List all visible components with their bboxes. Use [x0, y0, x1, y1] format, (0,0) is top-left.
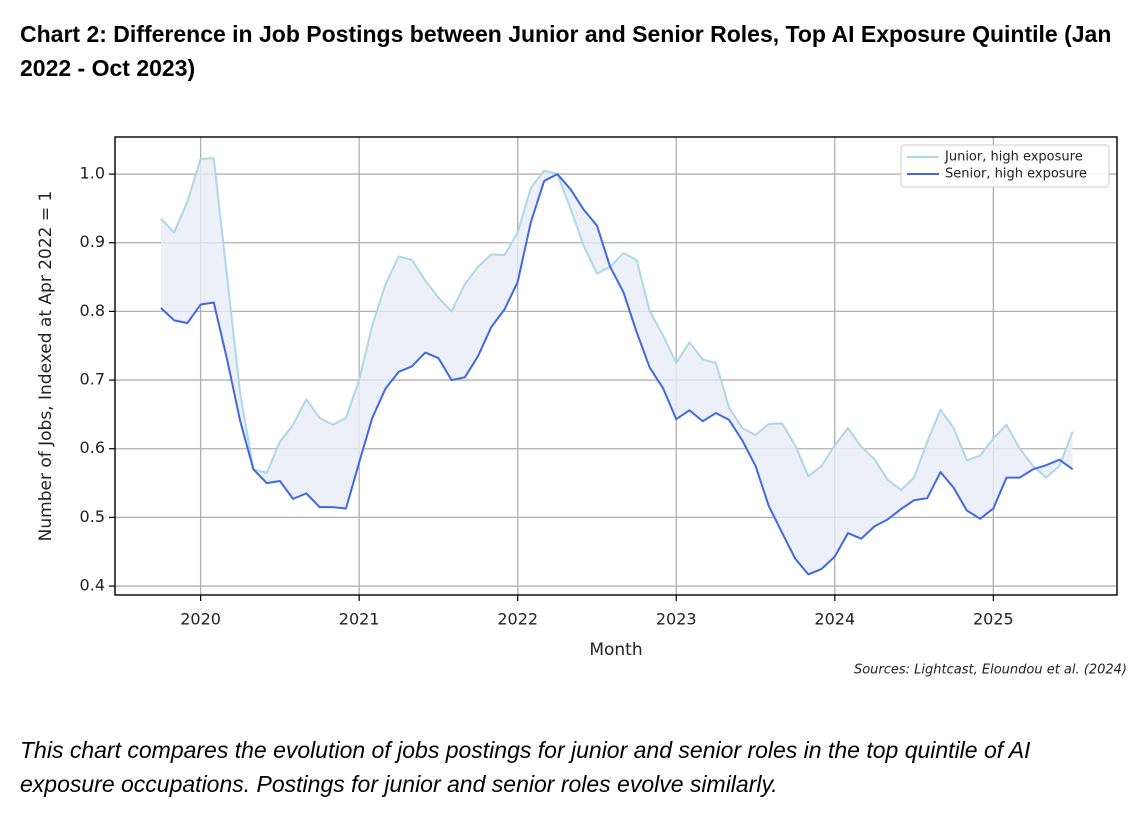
- gap-area: [160, 158, 1073, 575]
- legend-label: Junior, high exposure: [944, 150, 1083, 165]
- caption: This chart compares the evolution of job…: [20, 737, 1031, 797]
- y-tick-label: 0.8: [80, 301, 105, 320]
- line-series: [160, 173, 1074, 576]
- chart-title: Chart 2: Difference in Job Postings betw…: [20, 21, 1112, 81]
- y-tick-label: 0.5: [80, 507, 105, 526]
- x-tick-label: 2022: [497, 610, 538, 629]
- plot-frame: [114, 136, 1118, 596]
- y-tick-label: 0.7: [80, 370, 105, 389]
- y-tick-label: 0.6: [80, 438, 105, 457]
- legend-label: Senior, high exposure: [945, 167, 1087, 182]
- line-series: [160, 157, 1074, 491]
- x-axis-label: Month: [589, 640, 642, 660]
- x-tick-label: 2021: [339, 610, 380, 629]
- source-note: Sources: Lightcast, Eloundou et al. (202…: [854, 663, 1127, 678]
- legend-box: [900, 144, 1110, 188]
- y-tick-label: 1.0: [80, 164, 105, 183]
- x-tick-label: 2024: [814, 610, 855, 629]
- y-tick-label: 0.9: [80, 232, 105, 251]
- y-tick-label: 0.4: [80, 576, 105, 595]
- x-tick-label: 2020: [180, 610, 221, 629]
- y-axis-label: Number of Jobs, Indexed at Apr 2022 = 1: [36, 191, 56, 542]
- x-tick-label: 2025: [973, 610, 1014, 629]
- x-tick-label: 2023: [656, 610, 697, 629]
